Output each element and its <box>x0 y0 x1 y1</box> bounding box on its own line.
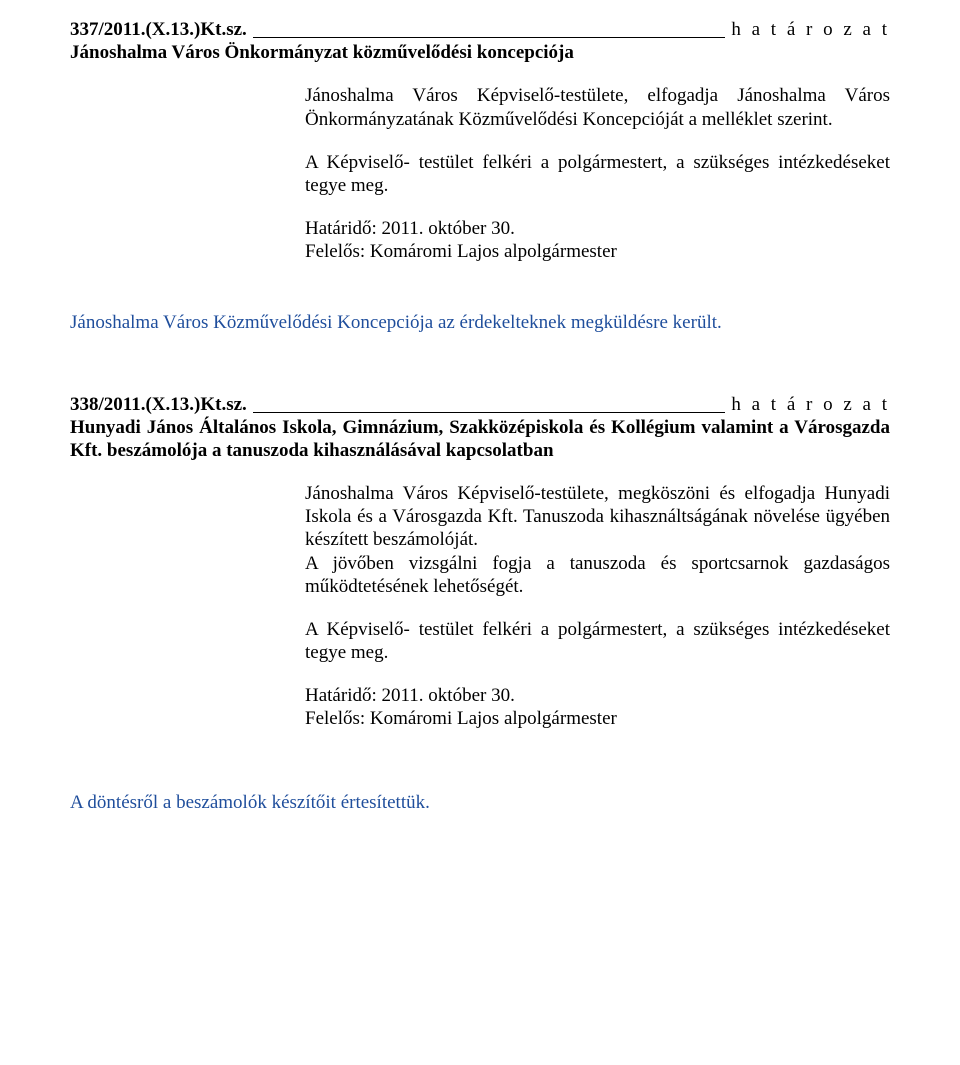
sec337-responsible: Felelős: Komáromi Lajos alpolgármester <box>305 240 890 263</box>
sec337-header: 337/2011.(X.13.)Kt.sz. h a t á r o z a t <box>70 18 890 41</box>
sec338-deadline: Határidő: 2011. október 30. <box>305 684 890 707</box>
sec337-title: Jánoshalma Város Önkormányzat közművelőd… <box>70 41 890 64</box>
sec337-header-underline <box>253 37 726 38</box>
sec338-header: 338/2011.(X.13.)Kt.sz. h a t á r o z a t <box>70 393 890 416</box>
sec338-title: Hunyadi János Általános Iskola, Gimnáziu… <box>70 416 890 462</box>
sec337-deadline: Határidő: 2011. október 30. <box>305 217 890 240</box>
sec338: 338/2011.(X.13.)Kt.sz. h a t á r o z a t… <box>70 393 890 731</box>
sec337-para2: A Képviselő- testület felkéri a polgárme… <box>305 151 890 197</box>
sec337-para1: Jánoshalma Város Képviselő-testülete, el… <box>305 84 890 130</box>
closing-blue-note: A döntésről a beszámolók készítőit értes… <box>70 791 890 814</box>
sec338-para3: A Képviselő- testület felkéri a polgárme… <box>305 618 890 664</box>
sec338-para2: A jövőben vizsgálni fogja a tanuszoda és… <box>305 552 890 598</box>
sec338-resolution-word: h a t á r o z a t <box>731 393 890 416</box>
sec337-blue-note: Jánoshalma Város Közművelődési Koncepció… <box>70 311 890 334</box>
sec338-header-underline <box>253 412 726 413</box>
sec338-para1: Jánoshalma Város Képviselő-testülete, me… <box>305 482 890 552</box>
sec337-ref: 337/2011.(X.13.)Kt.sz. <box>70 18 247 41</box>
page: 337/2011.(X.13.)Kt.sz. h a t á r o z a t… <box>0 0 960 1065</box>
sec338-responsible: Felelős: Komáromi Lajos alpolgármester <box>305 707 890 730</box>
sec337-resolution-word: h a t á r o z a t <box>731 18 890 41</box>
sec338-ref: 338/2011.(X.13.)Kt.sz. <box>70 393 247 416</box>
